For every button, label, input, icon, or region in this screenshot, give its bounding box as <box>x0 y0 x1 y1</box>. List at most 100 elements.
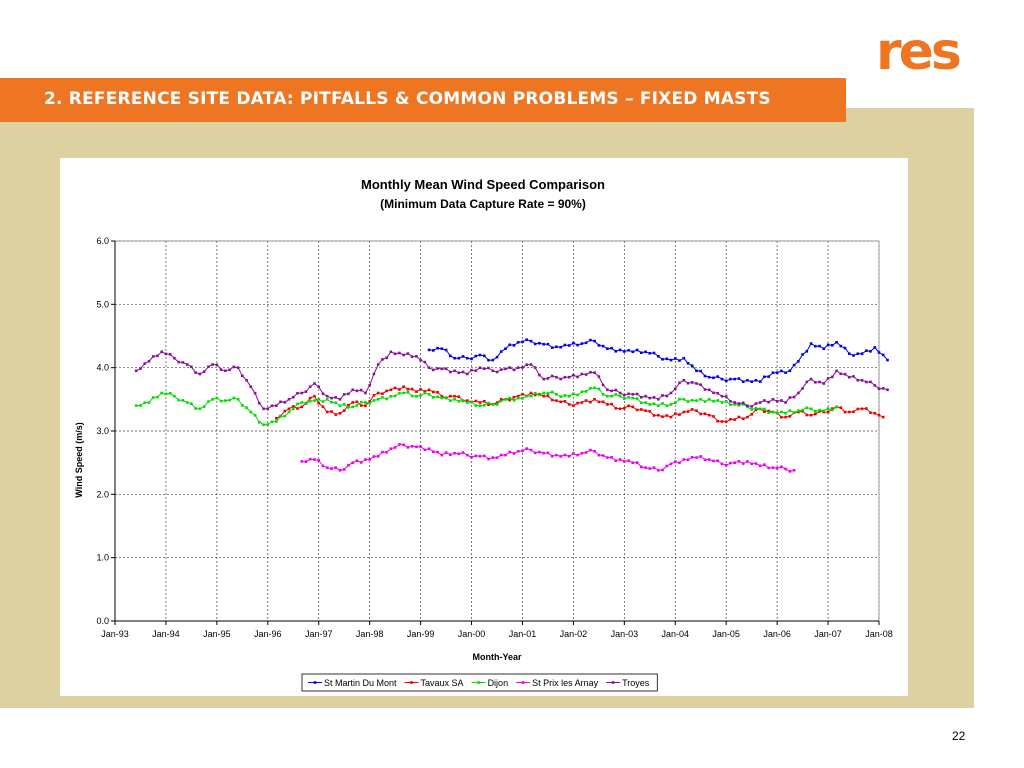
data-point <box>313 382 316 385</box>
data-point <box>771 466 775 469</box>
data-point <box>355 389 359 393</box>
data-point <box>652 396 656 399</box>
data-point <box>440 394 444 398</box>
data-point <box>848 352 851 355</box>
data-point <box>419 358 422 362</box>
series-st-prix-les-arnay <box>300 443 796 473</box>
data-point <box>716 459 719 462</box>
chart-subtitle: (Minimum Data Capture Rate = 90%) <box>380 197 586 211</box>
data-point <box>737 403 741 407</box>
data-point <box>644 394 647 398</box>
data-point <box>797 360 800 363</box>
data-point <box>143 362 146 365</box>
data-point <box>385 397 388 401</box>
x-tick-label: Jan-93 <box>101 629 129 639</box>
data-point <box>623 397 626 400</box>
data-point <box>686 410 690 413</box>
data-point <box>151 355 155 358</box>
data-point <box>703 388 707 391</box>
data-point <box>788 470 792 473</box>
data-point <box>419 388 422 391</box>
data-point <box>474 399 478 403</box>
data-point <box>143 401 146 404</box>
data-point <box>219 399 223 403</box>
data-point <box>720 420 724 423</box>
data-point <box>860 379 864 382</box>
data-point <box>763 375 766 379</box>
data-point <box>415 445 418 449</box>
data-point <box>351 461 354 464</box>
legend-label: Tavaux SA <box>421 678 464 688</box>
data-point <box>364 401 367 404</box>
data-point <box>177 398 180 402</box>
data-point <box>682 356 686 360</box>
data-point <box>160 350 163 354</box>
data-point <box>712 391 715 395</box>
data-point <box>881 387 885 390</box>
data-point <box>419 445 422 448</box>
data-point <box>712 415 715 418</box>
data-point <box>415 394 418 398</box>
legend-marker <box>477 681 480 684</box>
res-logo: res <box>876 22 962 82</box>
data-point <box>831 375 834 379</box>
data-point <box>712 376 715 380</box>
data-point <box>449 394 452 398</box>
data-point <box>690 456 694 459</box>
data-point <box>826 377 830 380</box>
data-point <box>228 368 231 372</box>
data-point <box>249 385 253 388</box>
data-point <box>584 390 588 393</box>
data-point <box>724 420 728 424</box>
data-point <box>499 350 503 353</box>
data-point <box>232 365 236 369</box>
data-point <box>877 351 881 354</box>
data-point <box>750 413 753 416</box>
data-point <box>601 383 605 387</box>
data-point <box>474 369 478 372</box>
data-point <box>767 411 770 414</box>
data-point <box>393 446 397 449</box>
data-point <box>835 405 838 409</box>
data-point <box>487 401 490 405</box>
data-point <box>610 402 613 406</box>
data-point <box>275 420 278 423</box>
data-point <box>873 384 877 387</box>
data-point <box>733 418 736 421</box>
data-point <box>491 403 495 406</box>
data-point <box>190 402 193 405</box>
data-point <box>763 407 766 411</box>
data-point <box>338 404 342 407</box>
data-point <box>359 400 363 404</box>
data-point <box>499 399 503 403</box>
data-point <box>775 466 779 470</box>
data-point <box>741 403 745 406</box>
data-point <box>478 455 482 458</box>
data-point <box>852 410 855 414</box>
data-point <box>580 401 584 404</box>
data-point <box>550 390 554 394</box>
data-point <box>436 395 439 399</box>
data-point <box>788 369 792 372</box>
data-point <box>321 400 325 403</box>
data-point <box>258 420 261 424</box>
data-point <box>449 453 452 456</box>
data-point <box>780 399 783 402</box>
data-point <box>495 403 499 406</box>
data-point <box>546 451 550 455</box>
data-point <box>758 380 762 383</box>
data-point <box>775 371 779 374</box>
data-point <box>640 401 643 405</box>
data-point <box>665 394 669 398</box>
chart-card: Monthly Mean Wind Speed Comparison (Mini… <box>60 158 908 696</box>
data-point <box>720 394 724 398</box>
data-point <box>831 408 834 412</box>
data-point <box>440 453 444 457</box>
data-point <box>330 467 333 470</box>
series-st-martin-du-mont <box>427 338 889 383</box>
data-point <box>470 456 473 459</box>
data-point <box>457 400 461 403</box>
data-point <box>432 396 435 399</box>
data-point <box>826 410 830 414</box>
data-point <box>270 420 274 423</box>
